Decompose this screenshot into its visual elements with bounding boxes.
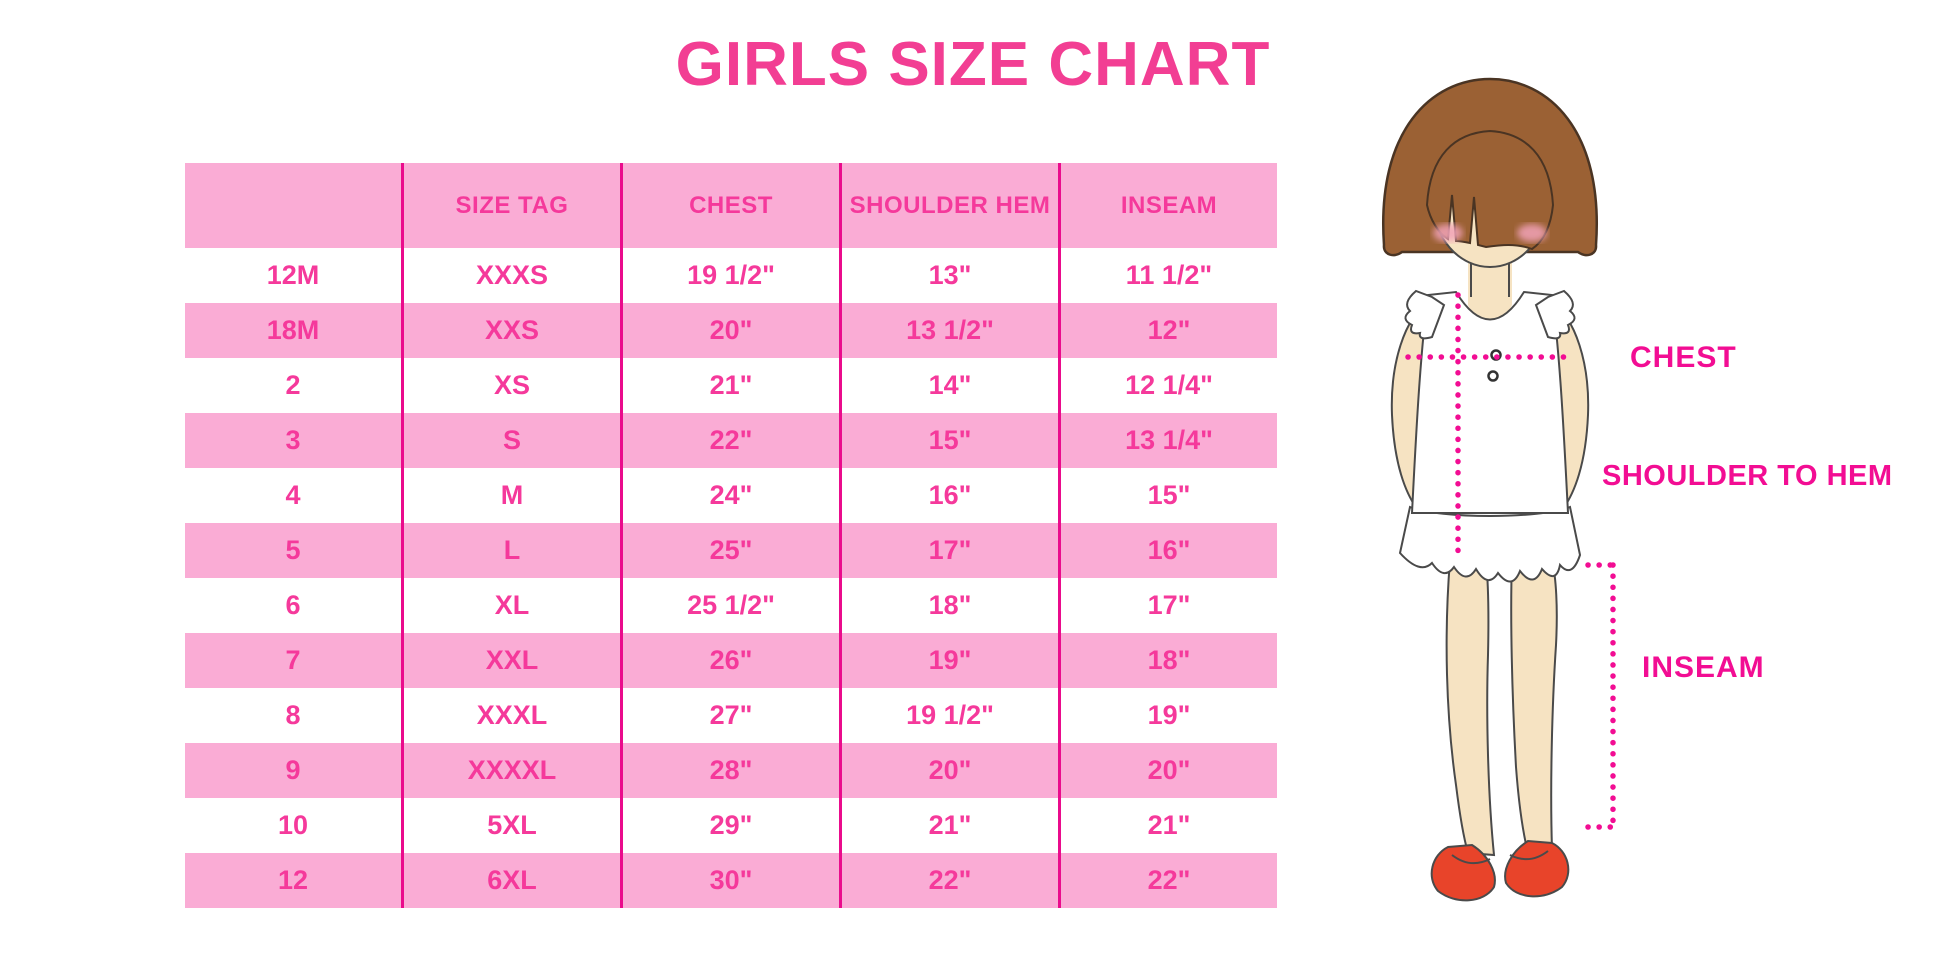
- cell-size: 2: [185, 358, 403, 413]
- girl-shoe-straps: [1451, 850, 1549, 865]
- cell-size-tag: XXS: [401, 303, 622, 358]
- page-title: GIRLS SIZE CHART: [675, 30, 1271, 99]
- cell-inseam: 19": [1058, 688, 1277, 743]
- cell-inseam: 21": [1058, 798, 1277, 853]
- cell-inseam: 20": [1058, 743, 1277, 798]
- cell-inseam: 12": [1058, 303, 1277, 358]
- cell-size-tag: M: [401, 468, 622, 523]
- cell-shoulder-hem: 13 1/2": [839, 303, 1060, 358]
- shoulder-to-hem-label: SHOULDER TO HEM: [1602, 460, 1893, 492]
- cell-size-tag: XXXXL: [401, 743, 622, 798]
- header-cell-inseam: INSEAM: [1058, 163, 1277, 248]
- table-row: 4 M 24" 16" 15": [185, 468, 1277, 523]
- cell-size-tag: 5XL: [401, 798, 622, 853]
- cell-size-tag: XXXS: [401, 248, 622, 303]
- cell-chest: 30": [620, 853, 841, 908]
- cell-shoulder-hem: 13": [839, 248, 1060, 303]
- cell-shoulder-hem: 17": [839, 523, 1060, 578]
- table-row: 10 5XL 29" 21" 21": [185, 798, 1277, 853]
- cell-chest: 24": [620, 468, 841, 523]
- cell-inseam: 12 1/4": [1058, 358, 1277, 413]
- cell-size: 6: [185, 578, 403, 633]
- cell-chest: 28": [620, 743, 841, 798]
- size-chart-table: SIZE TAG CHEST SHOULDER HEM INSEAM 12M X…: [185, 163, 1277, 908]
- cell-size-tag: XXXL: [401, 688, 622, 743]
- cell-size: 9: [185, 743, 403, 798]
- girl-shoulder-ruffle-left: [1404, 289, 1446, 340]
- header-cell-chest: CHEST: [620, 163, 841, 248]
- cell-size: 8: [185, 688, 403, 743]
- cell-chest: 29": [620, 798, 841, 853]
- cell-inseam: 11 1/2": [1058, 248, 1277, 303]
- girl-neck: [1468, 250, 1512, 330]
- cell-size: 4: [185, 468, 403, 523]
- chest-label: CHEST: [1630, 341, 1737, 374]
- cell-inseam: 22": [1058, 853, 1277, 908]
- table-row: 18M XXS 20" 13 1/2" 12": [185, 303, 1277, 358]
- cell-inseam: 15": [1058, 468, 1277, 523]
- table-row: 12 6XL 30" 22" 22": [185, 853, 1277, 908]
- cell-shoulder-hem: 19 1/2": [839, 688, 1060, 743]
- cell-size-tag: L: [401, 523, 622, 578]
- cell-chest: 20": [620, 303, 841, 358]
- cell-shoulder-hem: 19": [839, 633, 1060, 688]
- girl-blush-right: [1517, 224, 1547, 242]
- cell-size-tag: 6XL: [401, 853, 622, 908]
- cell-inseam: 13 1/4": [1058, 413, 1277, 468]
- cell-inseam: 18": [1058, 633, 1277, 688]
- header-cell-size-tag: SIZE TAG: [401, 163, 622, 248]
- girl-neck-outline: [1470, 263, 1510, 297]
- girl-top: [1410, 290, 1570, 514]
- cell-size: 10: [185, 798, 403, 853]
- table-row: 9 XXXXL 28" 20" 20": [185, 743, 1277, 798]
- girl-leg-right: [1510, 559, 1558, 855]
- girl-leg-left: [1445, 559, 1496, 857]
- girl-blush-left: [1433, 224, 1463, 242]
- cell-chest: 22": [620, 413, 841, 468]
- cell-size: 18M: [185, 303, 403, 358]
- cell-chest: 25 1/2": [620, 578, 841, 633]
- cell-size-tag: XXL: [401, 633, 622, 688]
- header-cell-shoulder-hem: SHOULDER HEM: [839, 163, 1060, 248]
- cell-inseam: 16": [1058, 523, 1277, 578]
- inseam-label: INSEAM: [1642, 651, 1765, 684]
- table-row: 2 XS 21" 14" 12 1/4": [185, 358, 1277, 413]
- cell-chest: 19 1/2": [620, 248, 841, 303]
- cell-size-tag: XL: [401, 578, 622, 633]
- cell-size-tag: S: [401, 413, 622, 468]
- cell-shoulder-hem: 18": [839, 578, 1060, 633]
- cell-shoulder-hem: 20": [839, 743, 1060, 798]
- table-row: 12M XXXS 19 1/2" 13" 11 1/2": [185, 248, 1277, 303]
- table-row: 5 L 25" 17" 16": [185, 523, 1277, 578]
- girl-measurement-illustration: CHEST SHOULDER TO HEM INSEAM: [1381, 77, 1893, 902]
- cell-size-tag: XS: [401, 358, 622, 413]
- cell-chest: 27": [620, 688, 841, 743]
- cell-shoulder-hem: 22": [839, 853, 1060, 908]
- cell-size: 7: [185, 633, 403, 688]
- cell-shoulder-hem: 15": [839, 413, 1060, 468]
- table-row: 8 XXXL 27" 19 1/2" 19": [185, 688, 1277, 743]
- cell-size: 12: [185, 853, 403, 908]
- cell-inseam: 17": [1058, 578, 1277, 633]
- header-cell-blank: [185, 163, 403, 248]
- girl-skirt-ruffle: [1398, 505, 1582, 583]
- cell-size: 5: [185, 523, 403, 578]
- cell-size: 12M: [185, 248, 403, 303]
- cell-chest: 26": [620, 633, 841, 688]
- girl-shoulder-ruffle-right: [1534, 289, 1576, 340]
- girl-shoe-right: [1504, 839, 1570, 898]
- table-row: 7 XXL 26" 19" 18": [185, 633, 1277, 688]
- cell-size: 3: [185, 413, 403, 468]
- cell-shoulder-hem: 14": [839, 358, 1060, 413]
- girl-top-button-2: [1487, 370, 1499, 382]
- cell-chest: 25": [620, 523, 841, 578]
- table-header-row: SIZE TAG CHEST SHOULDER HEM INSEAM: [185, 163, 1277, 248]
- cell-chest: 21": [620, 358, 841, 413]
- table-row: 3 S 22" 15" 13 1/4": [185, 413, 1277, 468]
- cell-shoulder-hem: 16": [839, 468, 1060, 523]
- table-row: 6 XL 25 1/2" 18" 17": [185, 578, 1277, 633]
- cell-shoulder-hem: 21": [839, 798, 1060, 853]
